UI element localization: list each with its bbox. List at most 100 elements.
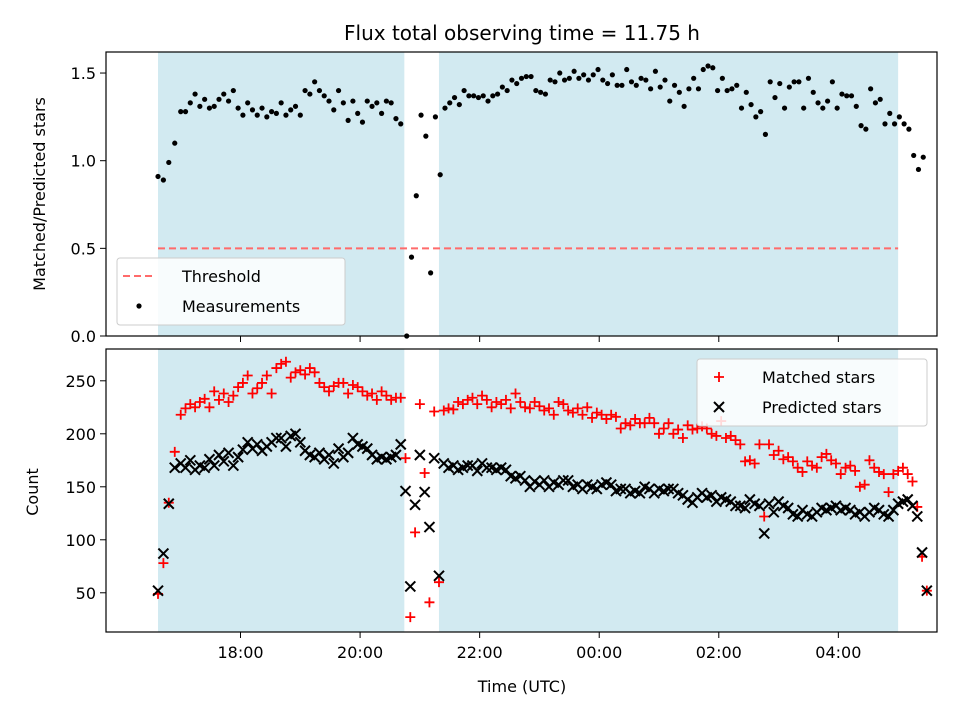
- matched-star-point: [175, 409, 186, 420]
- measurement-point: [552, 79, 558, 85]
- measurement-point: [437, 172, 443, 178]
- matched-star-point: [802, 456, 813, 467]
- measurement-point: [523, 73, 529, 80]
- matched-star-point: [386, 394, 397, 405]
- predicted-star-point: [251, 438, 263, 451]
- measurement-point: [187, 100, 193, 106]
- measurement-point: [533, 87, 539, 94]
- measurement-point: [729, 86, 735, 92]
- x-tick-label: 02:00: [696, 643, 742, 662]
- measurement-point: [235, 105, 241, 111]
- measurement-point: [853, 103, 859, 109]
- measurement-point: [542, 91, 549, 97]
- matched-star-point: [443, 403, 454, 414]
- matched-star-point: [438, 405, 449, 416]
- measurement-point: [388, 100, 394, 106]
- y-tick-label: 200: [65, 425, 96, 444]
- measurement-point: [355, 110, 361, 116]
- y-tick-label: 250: [65, 372, 96, 391]
- measurement-point: [872, 100, 879, 106]
- measurement-point: [379, 110, 385, 116]
- predicted-star-point: [782, 502, 794, 514]
- predicted-star-point: [753, 500, 766, 512]
- legend: [116, 257, 346, 326]
- measurement-point: [676, 89, 682, 95]
- matched-star-point: [720, 433, 731, 444]
- matched-star-point: [381, 390, 392, 401]
- predicted-star-point: [911, 510, 923, 523]
- matched-star-point: [257, 377, 268, 388]
- matched-star-point: [644, 412, 655, 423]
- predicted-star-point: [289, 428, 302, 440]
- measurement-point: [428, 270, 434, 276]
- measurement-point: [619, 82, 625, 88]
- matched-star-point: [606, 409, 617, 420]
- predicted-star-point: [270, 432, 283, 444]
- matched-star-point: [563, 405, 574, 416]
- matched-star-point: [448, 404, 459, 415]
- measurement-point: [920, 154, 926, 160]
- matched-star-point: [309, 367, 320, 378]
- matched-star-point: [572, 403, 583, 414]
- x-tick-label: 00:00: [576, 643, 622, 662]
- matched-star-point: [271, 363, 282, 374]
- measurement-point: [815, 100, 821, 106]
- matched-star-point: [367, 388, 378, 399]
- matched-star-point: [371, 394, 382, 405]
- measurement-point: [667, 98, 673, 104]
- predicted-star-point: [791, 510, 804, 523]
- matched-star-point: [357, 386, 368, 397]
- y-axis-label-ratio: Matched/Predicted stars: [30, 97, 49, 291]
- measurement-point: [801, 105, 807, 111]
- predicted-star-point: [758, 527, 770, 540]
- matched-star-point: [768, 449, 779, 460]
- measurement-point: [269, 109, 275, 115]
- matched-star-point: [639, 418, 650, 429]
- measurement-point: [585, 77, 592, 83]
- measurement-point: [863, 126, 869, 132]
- predicted-star-point: [399, 485, 412, 497]
- matched-star-point: [457, 399, 468, 410]
- measurement-point: [767, 79, 773, 85]
- measurement-point: [877, 96, 883, 102]
- matched-star-point: [486, 402, 497, 413]
- matched-star-point: [730, 435, 741, 446]
- measurement-point: [891, 121, 898, 127]
- matched-star-point: [874, 466, 885, 477]
- matched-star-point: [835, 469, 846, 480]
- predicted-star-point: [169, 462, 181, 474]
- matched-star-point: [319, 382, 330, 393]
- matched-star-point: [548, 409, 559, 420]
- matched-star-point: [673, 424, 684, 435]
- matched-star-point: [433, 577, 444, 588]
- predicted-star-point: [203, 453, 216, 465]
- matched-star-point: [237, 377, 248, 388]
- matched-star-point: [630, 413, 641, 424]
- shaded-interval: [438, 52, 899, 336]
- matched-star-point: [338, 377, 349, 388]
- measurement-point: [882, 121, 888, 127]
- matched-star-point: [376, 386, 387, 397]
- matched-star-point: [706, 428, 717, 439]
- measurement-point: [805, 75, 812, 81]
- measurement-point: [321, 93, 327, 99]
- matched-star-point: [414, 399, 425, 410]
- measurement-point: [791, 79, 797, 85]
- matched-star-point: [462, 394, 473, 405]
- y-tick-label: 150: [65, 478, 96, 497]
- measurement-point: [700, 66, 706, 73]
- measurement-point: [734, 82, 740, 88]
- legend-matched-swatch: [714, 372, 724, 382]
- measurement-point: [652, 68, 659, 74]
- y-tick-label: 50: [76, 584, 96, 603]
- y-axis-label-count: Count: [23, 468, 42, 516]
- predicted-star-point: [605, 478, 617, 491]
- matched-star-point: [500, 394, 511, 405]
- measurement-point: [528, 73, 534, 80]
- predicted-star-point: [705, 489, 718, 501]
- measurement-point: [719, 75, 725, 81]
- measurement-point: [772, 94, 778, 101]
- measurement-point: [432, 114, 439, 120]
- measurement-point: [340, 100, 346, 106]
